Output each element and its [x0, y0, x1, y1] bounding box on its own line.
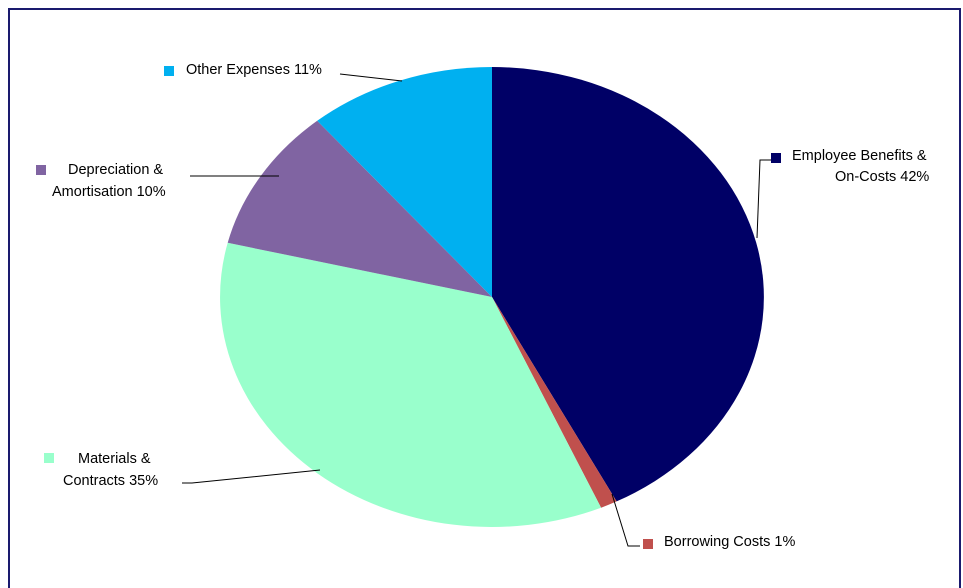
slice-label-employee-benefits-and-on-costs-line-2: On-Costs 42%	[835, 169, 929, 185]
legend-marker-borrowing-costs	[643, 539, 653, 549]
legend-marker-materials-and-contracts	[44, 453, 54, 463]
slice-label-depreciation-and-amortisation-line-1: Depreciation &	[68, 162, 163, 178]
leader-line-materials-and-contracts	[182, 469, 321, 484]
leader-lines	[182, 73, 772, 547]
slice-label-other-expenses-line-1: Other Expenses 11%	[186, 62, 322, 78]
legend-marker-employee-benefits-and-on-costs	[771, 153, 781, 163]
leader-line-other-expenses	[339, 73, 403, 82]
slice-labels: Employee Benefits & On-Costs 42% Borrowing…	[36, 62, 929, 550]
slice-label-materials-and-contracts-line-1: Materials &	[78, 451, 151, 467]
chart-frame	[8, 8, 961, 588]
slice-label-borrowing-costs-line-1: Borrowing Costs 1%	[664, 534, 795, 550]
leader-line-employee-benefits-and-on-costs	[756, 159, 772, 239]
legend-marker-other-expenses	[164, 66, 174, 76]
pie-slice-depreciation-and-amortisation	[227, 120, 492, 297]
pie-slice-borrowing-costs	[492, 297, 617, 508]
pie-slice-other-expenses	[317, 67, 492, 297]
legend-marker-depreciation-and-amortisation	[36, 165, 46, 175]
slice-label-materials-and-contracts-line-2: Contracts 35%	[63, 473, 158, 489]
slice-label-depreciation-and-amortisation-line-2: Amortisation 10%	[52, 184, 166, 200]
pie-slices	[220, 67, 764, 527]
pie-slice-materials-and-contracts	[220, 242, 602, 527]
slice-label-employee-benefits-and-on-costs-line-1: Employee Benefits &	[792, 148, 927, 164]
leader-line-borrowing-costs	[611, 493, 640, 547]
pie-slice-employee-benefits-and-on-costs	[492, 67, 764, 502]
